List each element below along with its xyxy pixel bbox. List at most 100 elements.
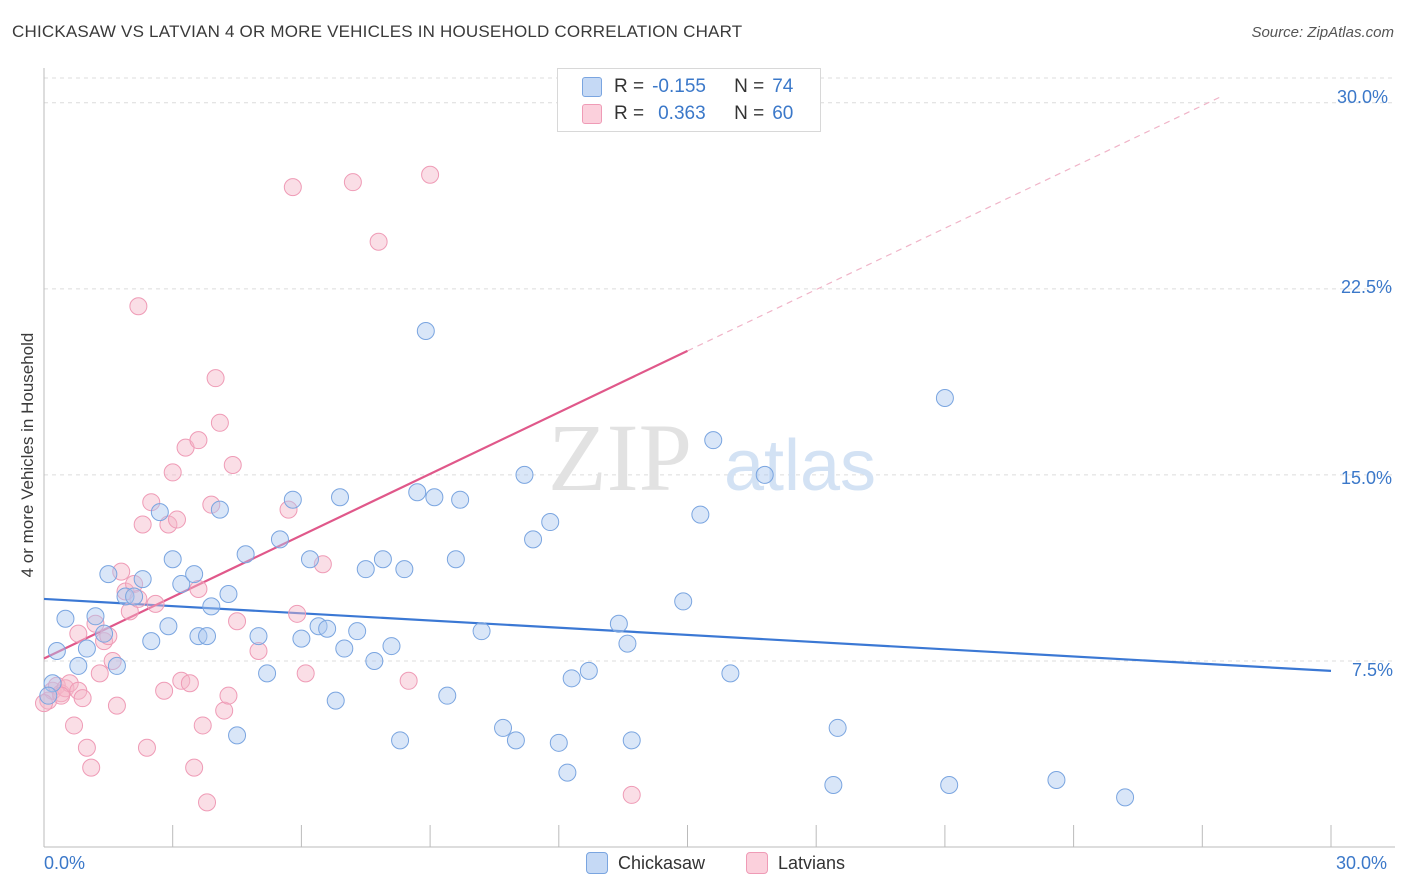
chickasaw-point <box>373 550 392 569</box>
latvians-point <box>155 681 174 700</box>
chickasaw-point <box>335 639 354 658</box>
chickasaw-point <box>828 718 847 737</box>
chickasaw-point <box>99 565 118 584</box>
chickasaw-point <box>142 632 161 651</box>
legend-r-value: 0.363 <box>658 103 706 124</box>
latvians-point <box>343 173 362 192</box>
latvians-point <box>622 785 641 804</box>
chickasaw-point <box>198 627 217 646</box>
chickasaw-point <box>425 488 444 507</box>
latvians-point <box>69 624 88 643</box>
chickasaw-point <box>365 651 384 670</box>
chickasaw-point <box>318 619 337 638</box>
latvians-point <box>206 369 225 388</box>
latvians-point <box>180 674 199 693</box>
y-tick-label: 30.0% <box>1337 87 1389 107</box>
chickasaw-point <box>163 550 182 569</box>
latvians-point <box>107 696 126 715</box>
grid-lines <box>44 77 1395 662</box>
chickasaw-point <box>249 627 268 646</box>
chickasaw-point <box>618 634 637 653</box>
chickasaw-point <box>494 718 513 737</box>
y-tick-label: 7.5% <box>1352 660 1394 680</box>
watermark-atlas: atlas <box>724 426 876 506</box>
chart-title: CHICKASAW VS LATVIAN 4 OR MORE VEHICLES … <box>12 22 743 41</box>
chickasaw-point <box>408 483 427 502</box>
latvians-point <box>399 671 418 690</box>
chickasaw-point <box>416 322 435 341</box>
chickasaw-point <box>609 614 628 633</box>
chickasaw-point <box>562 669 581 688</box>
legend-r-label: R = <box>614 103 645 124</box>
trend-lines <box>43 94 1332 672</box>
legend-swatch-pink <box>582 104 602 124</box>
latvians-point <box>202 495 221 514</box>
chickasaw-point <box>107 656 126 675</box>
chickasaw-point <box>451 490 470 509</box>
chickasaw-point <box>472 622 491 641</box>
y-tick-label: 22.5% <box>1341 277 1393 297</box>
chickasaw-point <box>541 513 560 532</box>
legend-swatch-blue <box>586 852 608 874</box>
legend-n-value: 74 <box>772 76 794 97</box>
latvians-point <box>185 758 204 777</box>
latvians-point <box>288 604 307 623</box>
chickasaw-point <box>348 622 367 641</box>
legend-swatch-pink <box>746 852 768 874</box>
chickasaw-point <box>210 500 229 519</box>
latvians-point <box>129 297 148 316</box>
legend-series: Chickasaw Latvians <box>0 852 1406 878</box>
chickasaw-points <box>39 322 1135 807</box>
latvians-point <box>65 716 84 735</box>
chickasaw-point <box>95 624 114 643</box>
chickasaw-point <box>331 488 350 507</box>
chickasaw-point <box>283 490 302 509</box>
latvians-point <box>189 580 208 599</box>
latvians-points <box>35 165 641 812</box>
chickasaw-point <box>236 545 255 564</box>
x-axis-min-label: 0.0% <box>44 853 86 873</box>
chickasaw-point <box>326 691 345 710</box>
latvians-point <box>279 500 298 519</box>
chickasaw-point <box>622 731 641 750</box>
chickasaw-point <box>506 731 525 750</box>
latvians-point <box>421 165 440 184</box>
latvians-point <box>73 689 92 708</box>
chickasaw-point <box>125 587 144 606</box>
latvians-point <box>167 510 186 529</box>
legend-r-value: -0.155 <box>652 76 706 97</box>
chickasaw-point <box>292 629 311 648</box>
chickasaw-point <box>438 686 457 705</box>
chickasaw-point <box>704 431 723 450</box>
latvians-point <box>228 612 247 631</box>
latvians-point <box>133 515 152 534</box>
chickasaw-point <box>755 465 774 484</box>
chickasaw-point <box>300 550 319 569</box>
chickasaw-point <box>674 592 693 611</box>
chickasaw-point <box>940 775 959 794</box>
watermark-zip: ZIP <box>548 404 692 511</box>
chickasaw-point <box>69 656 88 675</box>
latvians-point <box>52 686 71 705</box>
latvians-point <box>137 738 156 757</box>
legend-swatch-blue <box>582 77 602 97</box>
latvians-point <box>219 686 238 705</box>
latvians-point <box>90 664 109 683</box>
chickasaw-point <box>47 642 66 661</box>
legend-n-label: N = <box>734 76 765 97</box>
chickasaw-point <box>824 775 843 794</box>
latvians-point <box>223 455 242 474</box>
chickasaw-point <box>270 530 289 549</box>
chickasaw-point <box>86 607 105 626</box>
chickasaw-point <box>549 733 568 752</box>
chickasaw-point <box>356 560 375 579</box>
chickasaw-trend-line <box>43 597 1332 672</box>
latvians-point <box>198 793 217 812</box>
chickasaw-point <box>202 597 221 616</box>
legend-r-label: R = <box>614 76 645 97</box>
chickasaw-point <box>1047 771 1066 790</box>
watermark: ZIP atlas <box>548 404 876 511</box>
latvians-point <box>369 232 388 251</box>
chickasaw-point <box>935 389 954 408</box>
